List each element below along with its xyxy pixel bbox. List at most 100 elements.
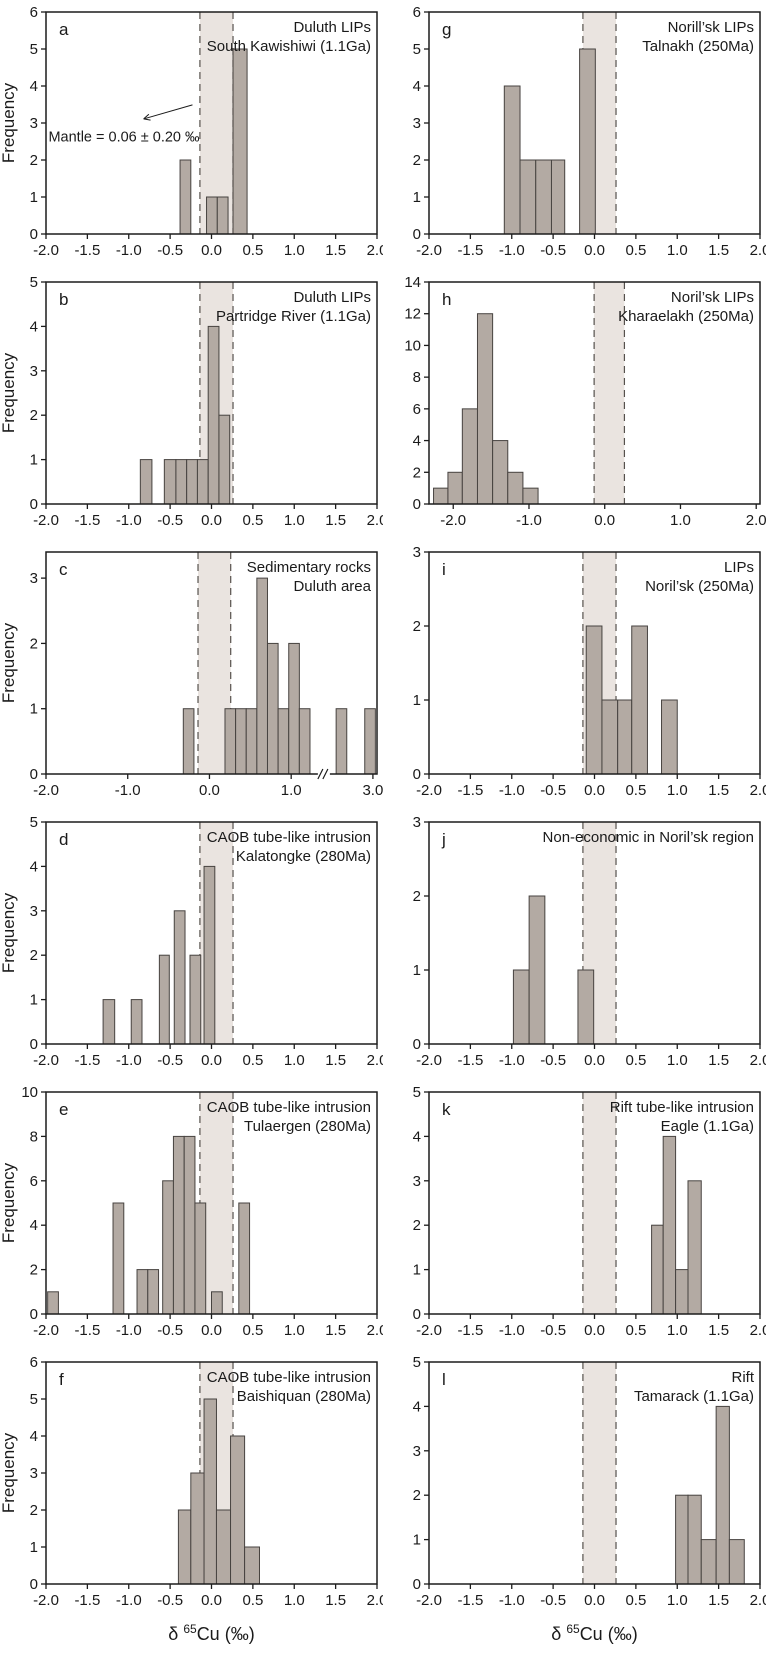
x-tick-label: 0.0 bbox=[584, 1322, 605, 1339]
x-tick-label: 0.0 bbox=[201, 1592, 222, 1609]
histogram-bar bbox=[461, 408, 478, 505]
histogram-bar bbox=[172, 1135, 185, 1315]
y-tick-label: 2 bbox=[413, 1487, 421, 1504]
y-tick-label: 0 bbox=[413, 1576, 421, 1593]
y-tick-label: 0 bbox=[413, 1306, 421, 1323]
panel-letter: c bbox=[59, 560, 68, 579]
x-tick-label: 0.0 bbox=[584, 782, 605, 799]
y-tick-label: 4 bbox=[30, 1217, 38, 1234]
y-tick-label: 4 bbox=[413, 433, 421, 450]
panel-letter: k bbox=[442, 1100, 451, 1119]
x-tick-label: 0.0 bbox=[199, 782, 220, 799]
x-tick-label: -2.0 bbox=[33, 782, 59, 799]
y-tick-label: 10 bbox=[404, 337, 421, 354]
x-tick-label: 1.0 bbox=[284, 1592, 305, 1609]
x-tick-label: -0.5 bbox=[157, 1592, 183, 1609]
panel-letter: a bbox=[59, 20, 69, 39]
y-tick-label: 4 bbox=[413, 78, 421, 95]
x-tick-label: -1.0 bbox=[116, 512, 142, 529]
panel-f: -2.0 -1.5 -1.0 -0.5 0.0 0.5 1.0 1.5 2.0 0 1 2 3 4 5 6 f C… bbox=[0, 1350, 383, 1655]
x-tick-label: -1.0 bbox=[499, 1322, 525, 1339]
x-tick-label: 0.5 bbox=[625, 242, 646, 259]
histogram-bar bbox=[196, 459, 209, 505]
x-tick-label: -1.0 bbox=[499, 242, 525, 259]
histogram-bar bbox=[433, 487, 449, 505]
y-tick-label: 4 bbox=[413, 1128, 421, 1145]
x-tick-label: 1.5 bbox=[325, 242, 346, 259]
mantle-band bbox=[582, 1362, 617, 1584]
histogram-bar bbox=[577, 969, 595, 1045]
histogram-bar bbox=[675, 1494, 689, 1585]
panel-title: Noril’sk LIPs bbox=[671, 289, 754, 306]
histogram-bar bbox=[182, 708, 195, 775]
x-tick-label: 2.0 bbox=[367, 1322, 383, 1339]
y-tick-label: 2 bbox=[30, 1262, 38, 1279]
y-tick-label: 3 bbox=[30, 115, 38, 132]
x-tick-label: 0.0 bbox=[201, 1322, 222, 1339]
histogram-bar bbox=[256, 577, 268, 775]
y-tick-label: 1 bbox=[30, 452, 38, 469]
histogram-bar bbox=[186, 459, 198, 505]
panel-b-chart: -2.0 -1.5 -1.0 -0.5 0.0 0.5 1.0 1.5 2.0 0 1 2 3 4 5 b Du… bbox=[0, 274, 383, 529]
histogram-bar bbox=[335, 708, 348, 775]
panel-title: Kalatongke (280Ma) bbox=[236, 848, 371, 865]
y-tick-label: 2 bbox=[30, 1502, 38, 1519]
x-tick-label: 0.5 bbox=[242, 512, 263, 529]
histogram-bar bbox=[550, 159, 566, 235]
histogram-bar bbox=[238, 1202, 251, 1315]
panel-d: -2.0 -1.5 -1.0 -0.5 0.0 0.5 1.0 1.5 2.0 0 1 2 3 4 5 d CA… bbox=[0, 810, 383, 1080]
x-tick-label: -2.0 bbox=[416, 1592, 442, 1609]
y-tick-label: 8 bbox=[413, 369, 421, 386]
axis-break-mark bbox=[322, 768, 329, 780]
histogram-bar bbox=[266, 642, 279, 775]
panel-a-chart: -2.0 -1.5 -1.0 -0.5 0.0 0.5 1.0 1.5 2.0 0 1 2 3 4 5 6 a D… bbox=[0, 4, 383, 259]
histogram-bar bbox=[519, 159, 537, 235]
x-tick-label: 2.0 bbox=[750, 782, 766, 799]
x-tick-label: -1.5 bbox=[457, 782, 483, 799]
x-tick-label: 0.5 bbox=[242, 1322, 263, 1339]
histogram-bar bbox=[447, 471, 463, 505]
x-tick-label: -2.0 bbox=[416, 1322, 442, 1339]
histogram-bar bbox=[277, 708, 290, 775]
x-tick-label: -1.5 bbox=[74, 1322, 100, 1339]
histogram-bar bbox=[364, 708, 376, 775]
panel-title: Sedimentary rocks bbox=[247, 559, 371, 576]
y-tick-label: 5 bbox=[413, 41, 421, 58]
y-tick-label: 2 bbox=[30, 407, 38, 424]
histogram-bar bbox=[203, 865, 216, 1045]
histogram-bar bbox=[136, 1269, 149, 1315]
histogram-bar bbox=[585, 625, 603, 775]
x-tick-label: 2.0 bbox=[750, 1592, 766, 1609]
histogram-bar bbox=[522, 487, 539, 505]
y-tick-label: 0 bbox=[413, 496, 421, 513]
x-tick-label: 1.5 bbox=[325, 1322, 346, 1339]
x-tick-label: -0.5 bbox=[540, 1592, 566, 1609]
y-tick-label: 1 bbox=[30, 1539, 38, 1556]
y-tick-label: 0 bbox=[30, 226, 38, 243]
x-tick-label: 3.0 bbox=[362, 782, 383, 799]
panel-letter: l bbox=[442, 1370, 446, 1389]
x-tick-label: 1.0 bbox=[284, 1052, 305, 1069]
x-tick-label: -0.5 bbox=[157, 1052, 183, 1069]
y-tick-label: 3 bbox=[30, 363, 38, 380]
panel-title: LIPs bbox=[724, 559, 754, 576]
panel-e: -2.0 -1.5 -1.0 -0.5 0.0 0.5 1.0 1.5 2.0 0 2 4 6 8 10 e C… bbox=[0, 1080, 383, 1350]
y-tick-label: 1 bbox=[413, 1262, 421, 1279]
x-tick-label: -1.5 bbox=[457, 242, 483, 259]
histogram-bar bbox=[700, 1539, 717, 1585]
y-tick-label: 3 bbox=[413, 115, 421, 132]
histogram-bar bbox=[158, 954, 170, 1045]
histogram-bar bbox=[162, 1180, 174, 1315]
x-tick-label: -0.5 bbox=[157, 512, 183, 529]
y-tick-label: 3 bbox=[30, 1465, 38, 1482]
y-tick-label: 4 bbox=[30, 318, 38, 335]
histogram-bar bbox=[163, 459, 177, 505]
histogram-bar bbox=[139, 459, 153, 505]
panel-letter: i bbox=[442, 560, 446, 579]
histogram-bar bbox=[130, 999, 143, 1045]
panel-title: Talnakh (250Ma) bbox=[642, 38, 754, 55]
y-tick-label: 0 bbox=[413, 1036, 421, 1053]
y-tick-label: 6 bbox=[413, 4, 421, 21]
y-tick-label: 5 bbox=[413, 1084, 421, 1101]
